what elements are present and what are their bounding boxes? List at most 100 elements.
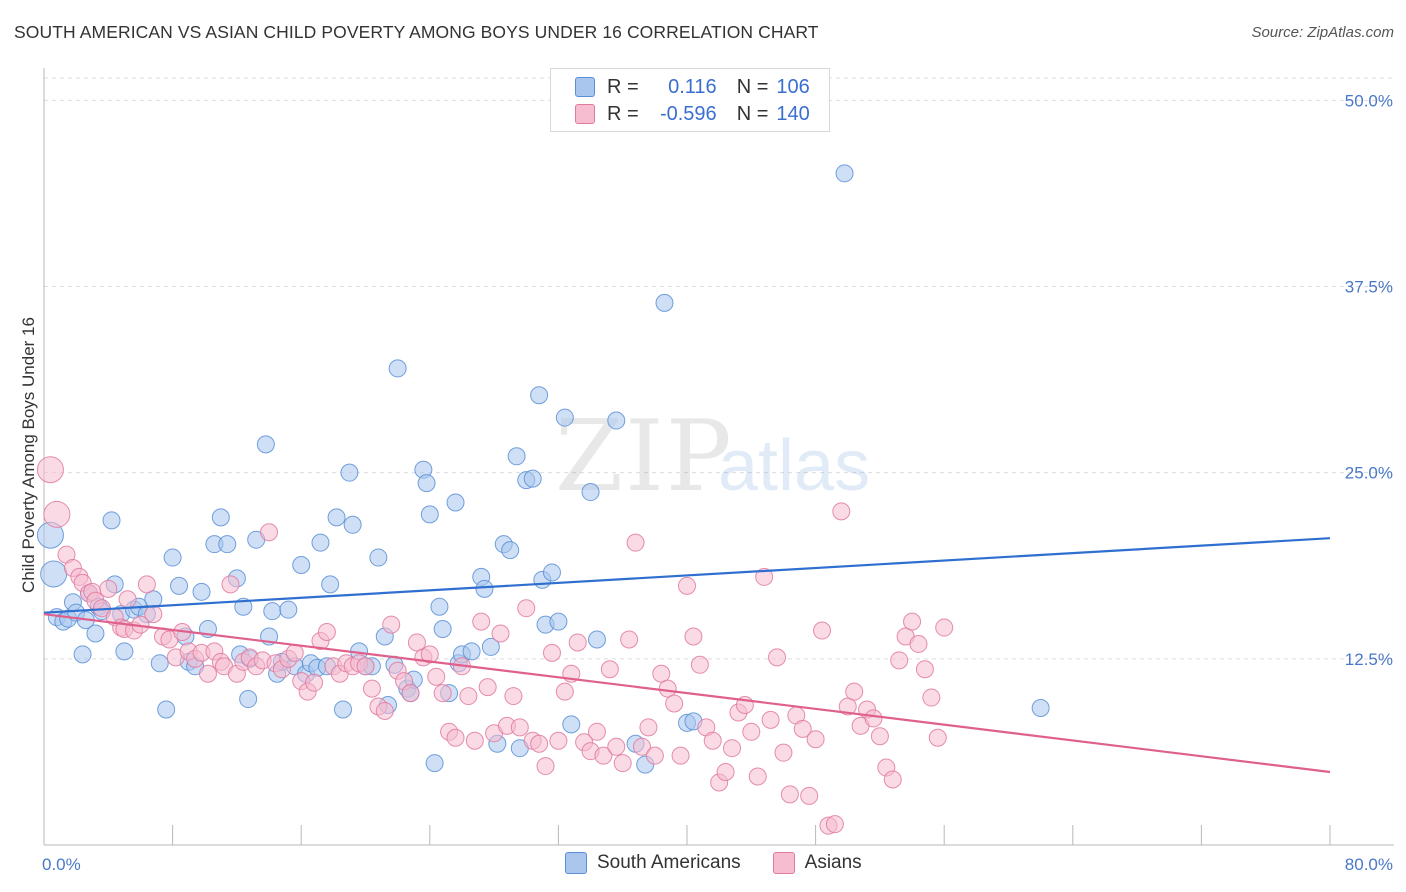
data-point: [137, 575, 156, 594]
data-point: [690, 655, 709, 674]
data-point: [639, 718, 658, 737]
series-swatch-asians: [772, 852, 795, 874]
axes: [43, 68, 1394, 846]
legend-row-south-americans: R = 0.116 N = 106: [551, 74, 810, 100]
legend-r-label: R =: [607, 102, 639, 125]
data-point: [620, 630, 639, 649]
data-point: [632, 737, 651, 756]
data-point: [742, 722, 761, 741]
series-legend-asians[interactable]: Asians: [772, 852, 862, 874]
data-point: [292, 556, 311, 575]
series-legend-south-americans[interactable]: South Americans: [565, 852, 741, 874]
data-point: [150, 654, 169, 673]
data-point: [420, 645, 439, 664]
data-point: [536, 757, 555, 776]
data-point: [86, 624, 105, 643]
data-point: [935, 618, 954, 637]
data-point: [239, 690, 258, 709]
y-tick-label: 50.0%: [1345, 91, 1393, 110]
data-point: [922, 688, 941, 707]
data-point: [530, 734, 549, 753]
watermark-atlas: atlas: [718, 426, 870, 506]
y-tick-label: 37.5%: [1345, 278, 1393, 297]
data-point: [581, 483, 600, 502]
watermark: ZIP atlas: [555, 400, 870, 514]
legend-r-value: 0.116: [668, 75, 717, 98]
data-point: [256, 435, 275, 454]
trend-lines: [43, 537, 1331, 774]
data-point: [793, 719, 812, 738]
y-axis-label: Child Poverty Among Boys Under 16: [19, 317, 38, 593]
data-point: [678, 576, 696, 595]
chart-title: SOUTH AMERICAN VS ASIAN CHILD POVERTY AM…: [14, 22, 819, 42]
data-point: [321, 575, 340, 594]
correlation-legend: R = 0.116 N = 106 R = -0.596 N = 140: [550, 68, 830, 132]
source-credit: Source: ZipAtlas.com: [1251, 24, 1394, 41]
data-point: [832, 502, 851, 521]
data-point: [755, 567, 774, 586]
data-point: [118, 590, 137, 609]
data-point: [780, 785, 799, 804]
data-point: [475, 579, 494, 598]
x-tick-label-min: 0.0%: [42, 855, 81, 874]
data-point: [170, 576, 189, 595]
legend-n-label: N =: [736, 75, 769, 98]
data-point: [311, 533, 330, 552]
data-point: [382, 615, 401, 634]
data-point: [40, 560, 68, 588]
data-point: [723, 739, 742, 758]
data-point: [425, 754, 444, 773]
data-point: [163, 548, 182, 567]
data-point: [221, 575, 240, 594]
data-point: [481, 637, 500, 656]
data-point: [462, 642, 481, 661]
data-point: [607, 411, 626, 430]
data-point: [99, 579, 118, 598]
data-point: [73, 645, 92, 664]
data-point: [517, 599, 536, 618]
data-point: [600, 660, 619, 679]
data-point: [407, 633, 426, 652]
data-point: [813, 621, 832, 640]
legend-swatch-asians: [575, 104, 595, 124]
data-point: [768, 648, 787, 667]
y-tick-label: 25.0%: [1345, 464, 1393, 483]
data-point: [459, 687, 478, 706]
data-point: [433, 684, 452, 703]
data-point: [263, 602, 282, 621]
data-point: [260, 523, 279, 542]
data-point: [774, 743, 793, 762]
data-point: [915, 660, 934, 679]
legend-r-value: -0.596: [659, 102, 717, 125]
data-point: [594, 746, 613, 765]
data-point: [192, 582, 211, 601]
data-point: [716, 763, 735, 782]
data-point: [510, 718, 529, 737]
data-point: [703, 731, 722, 750]
data-point: [369, 548, 388, 567]
series-asians: [36, 456, 954, 835]
data-point: [587, 630, 606, 649]
data-point: [864, 709, 883, 728]
data-point: [43, 500, 71, 528]
data-point: [417, 474, 436, 493]
legend-n-value: 106: [776, 75, 810, 98]
data-point: [501, 541, 520, 560]
data-point: [504, 687, 523, 706]
data-point: [613, 754, 632, 773]
data-point: [144, 605, 163, 624]
grid: [44, 77, 1394, 660]
data-point: [375, 701, 394, 720]
data-point: [587, 722, 606, 741]
series-swatch-south-americans: [565, 852, 587, 874]
data-point: [607, 737, 626, 756]
data-point: [909, 634, 928, 653]
data-point: [883, 770, 902, 789]
data-point: [870, 727, 889, 746]
data-point: [430, 597, 449, 616]
legend-n-value: 140: [776, 102, 810, 125]
data-point: [157, 700, 176, 719]
data-point: [655, 293, 674, 312]
data-point: [401, 684, 420, 703]
data-point: [806, 730, 825, 749]
